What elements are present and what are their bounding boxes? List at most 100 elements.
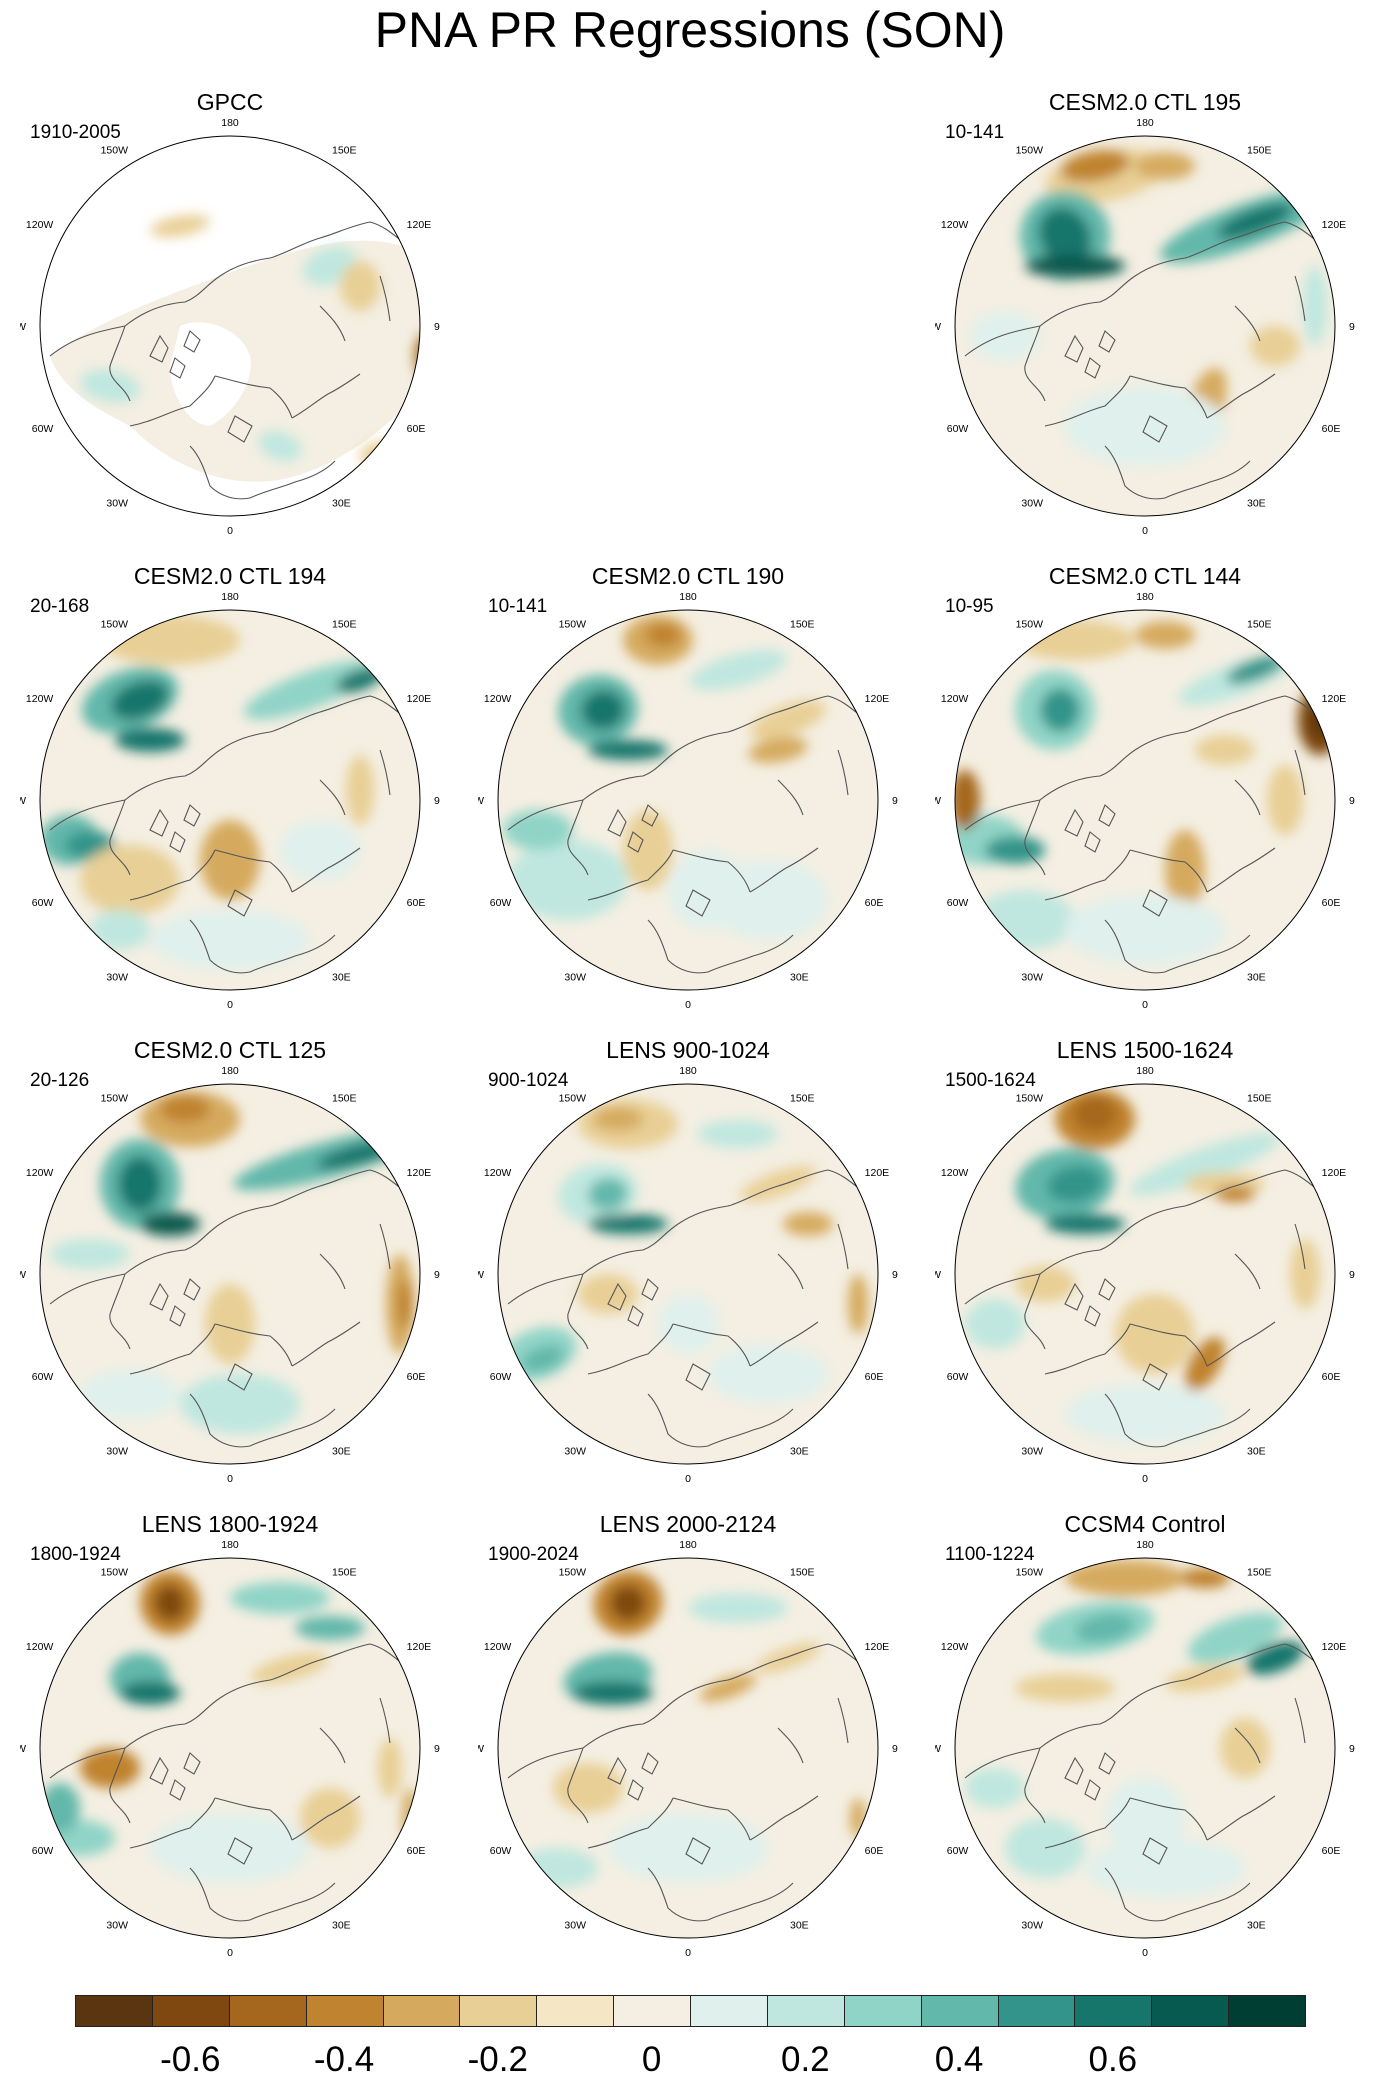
panel-title: LENS 1500-1624 (1056, 1037, 1234, 1063)
coastline (1064, 808, 1084, 837)
coastline (1084, 357, 1101, 379)
coastline (1098, 1278, 1116, 1301)
longitude-label: 150W (559, 618, 587, 630)
coastline (1206, 1795, 1276, 1841)
panel-title: LENS 2000-2124 (599, 1511, 777, 1537)
longitude-label: 120E (865, 1167, 890, 1179)
coastline (641, 804, 659, 827)
longitude-label: 60W (32, 423, 54, 435)
regression-blob (402, 1788, 418, 1848)
colorbar-swatch (843, 1995, 922, 2027)
longitude-label: 30W (564, 1920, 586, 1932)
regression-blob (280, 820, 360, 880)
regression-blob (965, 1299, 1025, 1349)
regression-blob (346, 755, 374, 825)
regression-blob (378, 1738, 402, 1798)
panel-period: 1800-1924 (30, 1544, 121, 1565)
colorbar-swatch (920, 1995, 999, 2027)
polar-map: 180 150E 120E 90E 60E 30E 0 30W 60W 90W 120W 150W (478, 1065, 898, 1484)
coastline (1064, 1282, 1084, 1311)
coastline (1294, 749, 1306, 796)
longitude-label: 30W (106, 972, 128, 984)
coastline (169, 1779, 186, 1801)
coastline (1129, 375, 1208, 419)
coastline (1134, 695, 1324, 751)
coastline (109, 1273, 131, 1350)
longitude-label: 30E (1247, 972, 1266, 984)
longitude-label: 180 (679, 1065, 697, 1077)
panel-title: CESM2.0 CTL 194 (133, 563, 327, 589)
longitude-label: 180 (221, 117, 239, 129)
longitude-label: 150E (332, 1092, 357, 1104)
map-boundary (497, 1083, 879, 1465)
map-panel-cesm125: CESM2.0 CTL 125 180 150E 120E 90E 60E 30E 0 30W 6… (20, 1036, 440, 1484)
coastline (227, 889, 253, 917)
regression-blob (783, 1212, 833, 1236)
coastline (507, 749, 679, 831)
longitude-label: 90W (935, 321, 941, 333)
coastline (49, 275, 221, 357)
regression-blob (521, 1345, 565, 1373)
regression-blob (581, 689, 625, 731)
polar-map: 180 150E 120E 90E 60E 30E 0 30W 60W 90W 120W 150W (20, 591, 440, 1010)
coastline (129, 375, 216, 427)
coastline (647, 1867, 709, 1922)
coastline (1234, 779, 1261, 816)
regression-blob (588, 1214, 668, 1234)
coastline (189, 919, 251, 974)
longitude-label: 180 (1136, 1065, 1154, 1077)
regression-blob (965, 1768, 1025, 1808)
longitude-label: 120W (484, 1167, 512, 1179)
coastline (169, 831, 186, 853)
polar-map: 180 150E 120E 90E 60E 30E 0 30W 60W 90W 120W 150W (478, 1539, 898, 1958)
longitude-label: 180 (221, 591, 239, 603)
coastline (677, 1643, 867, 1699)
longitude-label: 0 (1142, 1947, 1148, 1958)
coastline (379, 1223, 391, 1270)
longitude-label: 90E (1349, 1269, 1355, 1281)
longitude-label: 30W (106, 1446, 128, 1458)
coastline (607, 1282, 627, 1311)
coastline (647, 919, 709, 974)
coastline (627, 1305, 644, 1327)
coastline (707, 1408, 794, 1447)
regression-blob (1165, 830, 1205, 910)
map-panel-gpcc: GPCC 180 150E 120E 90E 60E 30E 0 30W 60W 90W 120W 15… (20, 88, 440, 536)
coastline (607, 1756, 627, 1785)
coastline (964, 275, 1136, 357)
longitude-label: 180 (679, 591, 697, 603)
coastline (319, 305, 346, 342)
regression-blob (848, 1274, 868, 1334)
coastline (109, 325, 131, 402)
map-panel-lens1800: LENS 1800-1924 180 150E 120E 90E 60E 30E 0 30W 60… (20, 1510, 440, 1958)
coastline (249, 460, 336, 499)
coastline (1044, 849, 1131, 901)
colorbar-swatch (1074, 1995, 1153, 2027)
coastline (319, 1253, 346, 1290)
longitude-label: 180 (1136, 117, 1154, 129)
coastline (1142, 415, 1168, 443)
longitude-label: 120W (941, 1641, 969, 1653)
colorbar-swatch (1228, 1995, 1306, 2027)
regression-blob (300, 1788, 360, 1848)
longitude-label: 120E (1322, 693, 1347, 705)
map-boundary (497, 1557, 879, 1939)
longitude-label: 30W (1021, 972, 1043, 984)
longitude-label: 30W (1021, 1920, 1043, 1932)
coastline (1044, 1323, 1131, 1375)
coastline (1064, 1756, 1084, 1785)
longitude-label: 90E (892, 1743, 898, 1755)
coastline (379, 749, 391, 796)
longitude-label: 30E (790, 972, 809, 984)
panel-period: 1100-1224 (945, 1544, 1035, 1565)
coastline (1164, 934, 1251, 973)
map-panel-lens2000: LENS 2000-2124 180 150E 120E 90E 60E 30E 0 30W 60… (478, 1510, 898, 1958)
regression-blob (397, 1279, 413, 1329)
panel-period: 20-126 (30, 1070, 90, 1091)
coastline (1206, 1321, 1276, 1367)
coastline (627, 1779, 644, 1801)
longitude-label: 90W (935, 795, 941, 807)
regression-blob (1129, 1132, 1281, 1196)
longitude-label: 0 (685, 999, 691, 1010)
longitude-label: 90W (935, 1269, 941, 1281)
